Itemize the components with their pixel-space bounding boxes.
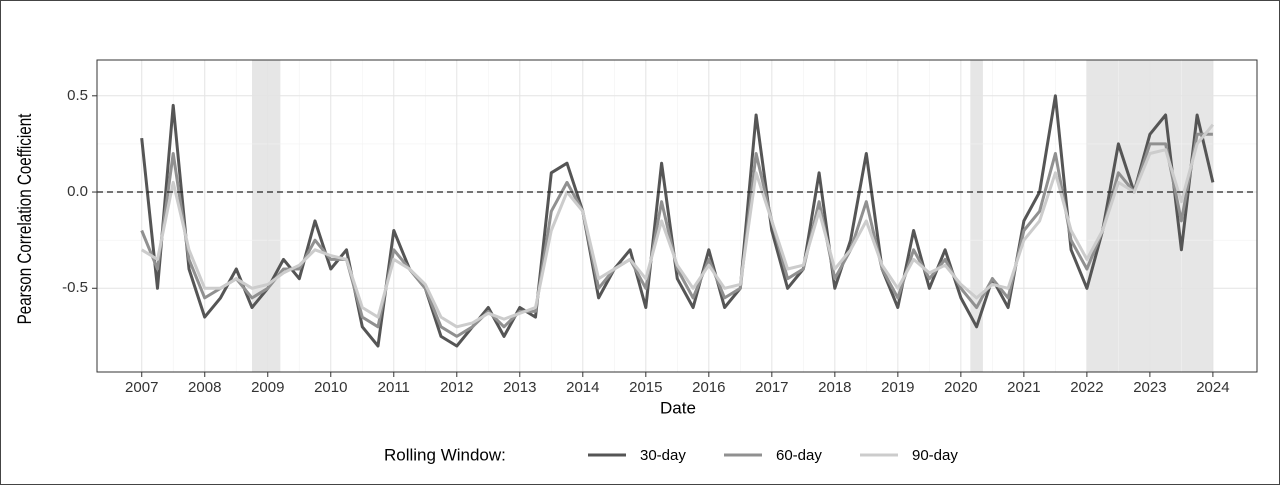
x-tick-label: 2023 bbox=[1133, 379, 1166, 396]
legend-label: 60-day bbox=[776, 447, 822, 464]
x-tick-label: 2007 bbox=[125, 379, 158, 396]
y-tick-label: -0.5 bbox=[62, 279, 88, 296]
x-tick-label: 2011 bbox=[378, 379, 410, 396]
series-line bbox=[140, 132, 1213, 338]
x-tick-label: 2019 bbox=[881, 379, 914, 396]
x-tick-label: 2008 bbox=[188, 379, 221, 396]
y-tick-label: 0.0 bbox=[67, 183, 88, 200]
legend-label: 90-day bbox=[912, 447, 958, 464]
legend-label: 30-day bbox=[640, 447, 686, 464]
x-tick-label: 2012 bbox=[440, 379, 473, 396]
x-tick-label: 2020 bbox=[944, 379, 977, 396]
plot-border bbox=[96, 59, 1258, 373]
plot-background bbox=[97, 60, 1257, 372]
y-axis-label: Pearson Correlation Coefficient bbox=[13, 113, 35, 324]
series-line bbox=[140, 123, 1215, 329]
x-tick-label: 2015 bbox=[629, 379, 662, 396]
x-tick-label: 2014 bbox=[566, 379, 599, 396]
x-axis-label: Date bbox=[660, 398, 696, 417]
y-tick-label: 0.5 bbox=[67, 87, 88, 104]
series-line bbox=[140, 94, 1215, 348]
x-tick-label: 2017 bbox=[755, 379, 788, 396]
x-tick-label: 2024 bbox=[1196, 379, 1229, 396]
x-tick-label: 2010 bbox=[314, 379, 347, 396]
x-tick-label: 2018 bbox=[818, 379, 851, 396]
x-tick-label: 2009 bbox=[251, 379, 284, 396]
x-tick-label: 2021 bbox=[1007, 379, 1040, 396]
x-tick-label: 2022 bbox=[1070, 379, 1103, 396]
x-tick-label: 2013 bbox=[503, 379, 536, 396]
x-tick-label: 2016 bbox=[692, 379, 725, 396]
shaded-period bbox=[252, 60, 281, 372]
legend-title: Rolling Window: bbox=[384, 445, 506, 464]
